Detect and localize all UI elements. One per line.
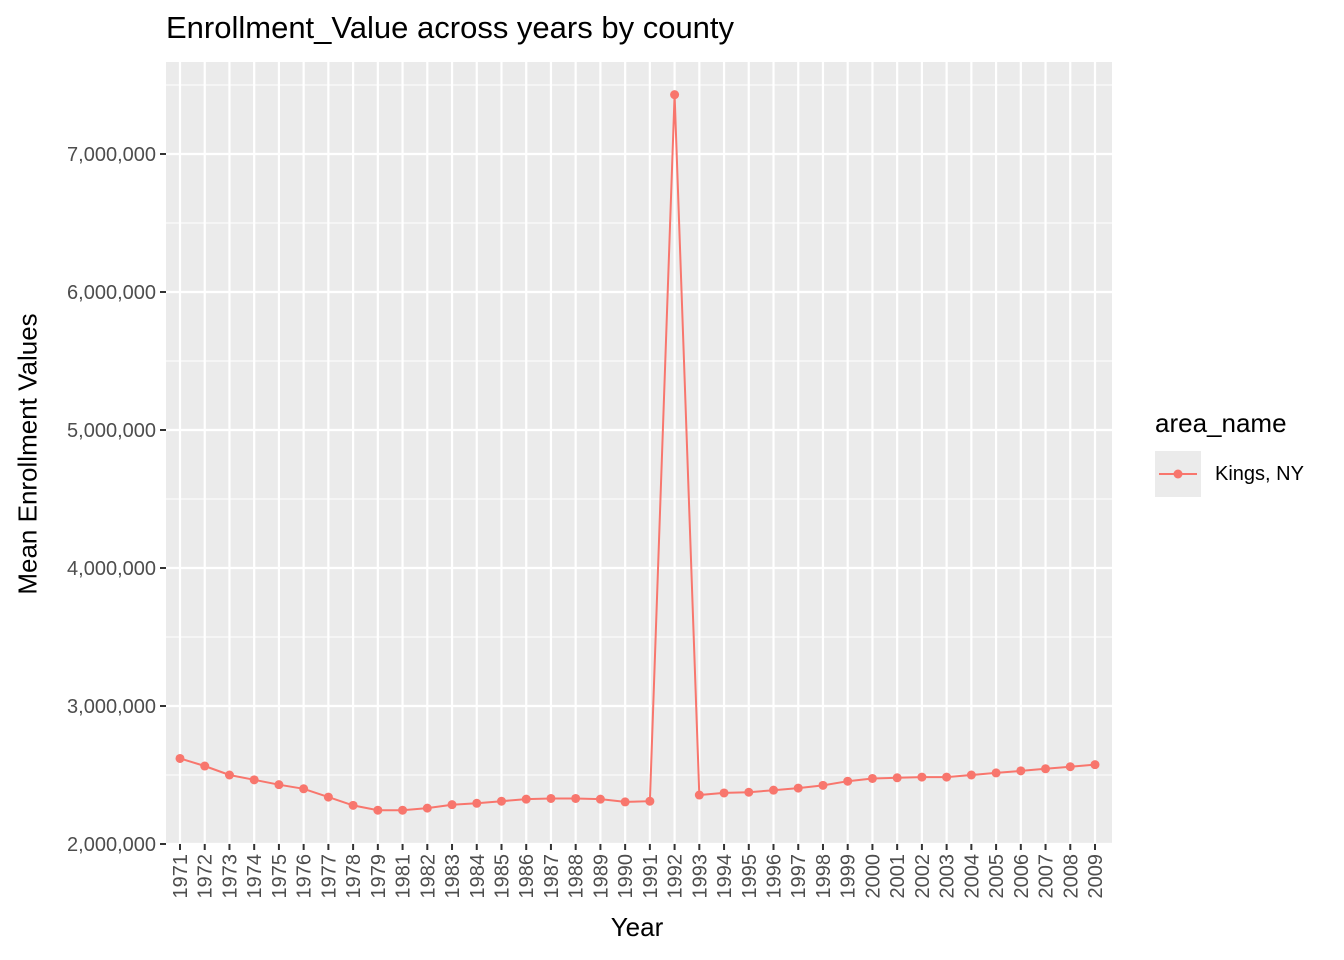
data-point [991, 768, 1001, 778]
data-point [1016, 766, 1026, 776]
data-point [249, 775, 259, 785]
data-point [818, 780, 828, 790]
data-point [299, 784, 309, 794]
data-point [917, 772, 927, 782]
data-point [1041, 764, 1051, 774]
legend-title: area_name [1155, 408, 1287, 438]
x-tick-label: 1984 [467, 854, 489, 899]
data-point [447, 800, 457, 810]
x-tick-label: 1971 [170, 854, 192, 899]
x-tick-label: 1979 [368, 854, 390, 899]
x-tick-label: 1999 [838, 854, 860, 899]
x-tick-label: 2005 [986, 854, 1008, 899]
data-point [521, 794, 531, 804]
series-points [175, 90, 1100, 815]
x-tick-label: 1994 [714, 854, 736, 899]
data-point [274, 780, 284, 790]
data-point [1065, 762, 1075, 772]
data-point [719, 788, 729, 798]
x-tick-label: 1996 [764, 854, 786, 899]
data-point [373, 805, 383, 815]
data-point [966, 770, 976, 780]
data-point [323, 792, 333, 802]
x-tick-label: 1986 [516, 854, 538, 899]
data-point [175, 753, 185, 763]
data-point [892, 773, 902, 783]
x-tick-label: 2003 [937, 854, 959, 899]
x-tick-label: 1972 [195, 854, 217, 899]
x-axis-title: Year [610, 912, 664, 942]
data-point [694, 790, 704, 800]
x-tick-label: 1989 [590, 854, 612, 899]
x-tick-label: 2007 [1036, 854, 1058, 899]
x-tick-label: 2009 [1085, 854, 1107, 899]
x-tick-label: 2002 [912, 854, 934, 899]
x-tick-label: 1988 [566, 854, 588, 899]
x-tick-label: 2006 [1011, 854, 1033, 899]
data-point [1090, 760, 1100, 770]
data-point [670, 90, 680, 100]
data-point [942, 772, 952, 782]
x-tick-label: 1982 [417, 854, 439, 899]
legend-point [1173, 469, 1183, 479]
x-tick-label: 1976 [294, 854, 316, 899]
plot-panel [166, 62, 1112, 844]
x-tick-label: 1977 [318, 854, 340, 899]
data-point [867, 773, 877, 783]
x-tick-label: 1991 [640, 854, 662, 899]
x-tick-label: 1990 [615, 854, 637, 899]
data-point [200, 761, 210, 771]
data-point [224, 770, 234, 780]
data-point [546, 793, 556, 803]
data-point [472, 798, 482, 808]
x-tick-label: 1974 [244, 854, 266, 899]
minor-gridlines [166, 84, 1112, 776]
y-tick-label: 4,000,000 [67, 558, 156, 580]
x-tick-label: 1998 [813, 854, 835, 899]
legend-key-glyph [1159, 469, 1197, 479]
chart-title: Enrollment_Value across years by county [166, 10, 735, 45]
legend-label: Kings, NY [1215, 463, 1304, 485]
y-tick-label: 5,000,000 [67, 420, 156, 442]
y-axis: 2,000,000 3,000,000 4,000,000 5,000,000 6,00… [67, 144, 166, 856]
x-tick-label: 1983 [442, 854, 464, 899]
data-point [793, 783, 803, 793]
data-point [843, 776, 853, 786]
major-gridlines [166, 62, 1112, 846]
data-point [645, 796, 655, 806]
x-tick-label: 1973 [219, 854, 241, 899]
x-tick-label: 1985 [491, 854, 513, 899]
x-tick-label: 2004 [961, 854, 983, 899]
y-tick-label: 2,000,000 [67, 834, 156, 856]
data-point [422, 803, 432, 813]
data-point [744, 787, 754, 797]
x-tick-label: 1997 [788, 854, 810, 899]
data-point [769, 785, 779, 795]
data-point [398, 805, 408, 815]
x-tick-label: 1992 [665, 854, 687, 899]
x-tick-label: 1993 [689, 854, 711, 899]
y-tick-label: 7,000,000 [67, 144, 156, 166]
data-point [595, 794, 605, 804]
y-tick-label: 6,000,000 [67, 282, 156, 304]
data-point [348, 800, 358, 810]
data-point [571, 793, 581, 803]
x-tick-label: 1987 [541, 854, 563, 899]
y-tick-label: 3,000,000 [67, 696, 156, 718]
x-tick-label: 2000 [862, 854, 884, 899]
x-axis: 1971 1972 1973 1974 1975 1976 1977 1978 1979 1981… [170, 844, 1107, 899]
data-point [620, 797, 630, 807]
x-tick-label: 2008 [1060, 854, 1082, 899]
data-point [496, 796, 506, 806]
x-tick-label: 1975 [269, 854, 291, 899]
x-tick-label: 2001 [887, 854, 909, 899]
x-tick-label: 1995 [739, 854, 761, 899]
x-tick-label: 1981 [393, 854, 415, 899]
x-tick-label: 1978 [343, 854, 365, 899]
